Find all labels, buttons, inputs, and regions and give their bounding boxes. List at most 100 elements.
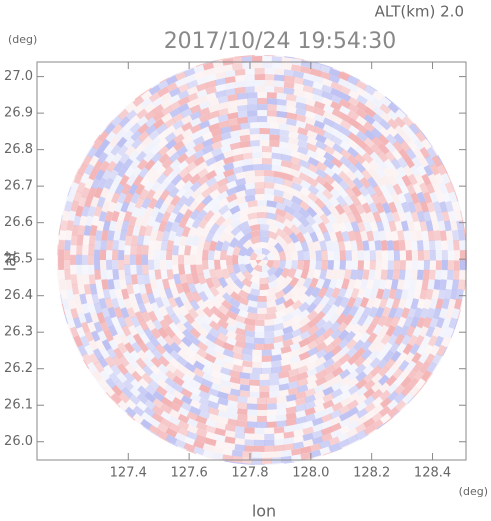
field-cell xyxy=(273,341,285,350)
field-cell xyxy=(226,406,239,414)
field-cell xyxy=(145,319,156,331)
field-cell xyxy=(266,92,278,99)
field-cell xyxy=(290,149,302,159)
field-cell xyxy=(160,98,173,110)
field-cell xyxy=(259,139,270,147)
field-cell xyxy=(229,211,241,222)
field-cell xyxy=(230,283,242,295)
field-cell xyxy=(401,334,412,346)
field-cell xyxy=(415,130,427,143)
field-cell xyxy=(75,205,84,217)
field-cell xyxy=(457,279,465,291)
field-cell xyxy=(426,307,436,320)
field-cell xyxy=(295,277,306,289)
field-cell xyxy=(65,229,73,241)
field-cell xyxy=(133,103,145,115)
field-cell xyxy=(275,201,287,211)
field-cell xyxy=(337,71,350,82)
field-cell xyxy=(210,376,223,386)
field-cell xyxy=(340,148,352,160)
field-cell xyxy=(391,359,403,372)
field-cell xyxy=(150,151,163,164)
field-cell xyxy=(288,130,300,140)
field-cell xyxy=(424,155,436,168)
field-cell xyxy=(436,344,447,357)
field-cell xyxy=(67,186,72,197)
field-cell xyxy=(227,99,239,108)
field-cell xyxy=(378,134,390,146)
field-cell xyxy=(351,323,362,335)
field-cell xyxy=(406,183,416,196)
field-cell xyxy=(337,78,350,88)
field-cell xyxy=(227,118,239,127)
field-cell xyxy=(362,240,370,252)
field-cell xyxy=(287,374,299,384)
field-cell xyxy=(115,128,127,140)
field-cell xyxy=(291,209,303,221)
field-cell xyxy=(322,230,332,243)
field-cell xyxy=(298,207,310,219)
field-cell xyxy=(188,342,201,354)
field-cell xyxy=(285,412,297,421)
field-cell xyxy=(299,186,312,197)
field-cell xyxy=(419,288,428,300)
field-cell xyxy=(391,149,403,161)
field-cell xyxy=(290,260,298,271)
field-cell xyxy=(307,324,320,336)
field-cell xyxy=(186,411,199,421)
field-cell xyxy=(297,133,309,143)
field-cell xyxy=(136,244,143,256)
field-cell xyxy=(268,224,279,234)
field-cell xyxy=(336,195,348,208)
field-cell xyxy=(134,183,146,196)
field-cell xyxy=(92,347,103,360)
field-cell xyxy=(421,173,432,186)
field-cell xyxy=(181,114,193,125)
field-cell xyxy=(64,195,69,206)
field-cell xyxy=(313,205,325,218)
field-cell xyxy=(346,434,359,445)
field-cell xyxy=(372,184,383,197)
field-cell xyxy=(165,202,176,215)
field-cell xyxy=(370,193,381,206)
field-cell xyxy=(355,86,368,98)
field-cell xyxy=(337,269,346,281)
field-cell xyxy=(307,317,319,329)
field-cell xyxy=(150,431,160,438)
field-cell xyxy=(130,370,143,383)
field-cell xyxy=(257,104,268,111)
field-cell xyxy=(143,180,155,192)
field-cell xyxy=(163,334,175,347)
field-cell xyxy=(257,260,262,267)
field-cell xyxy=(148,371,161,383)
field-cell xyxy=(150,301,160,314)
field-cell xyxy=(254,182,265,189)
field-cell xyxy=(388,220,397,233)
field-cell xyxy=(97,377,109,390)
field-cell xyxy=(195,434,208,444)
field-cell xyxy=(152,96,164,108)
field-cell xyxy=(130,378,142,390)
field-cell xyxy=(283,305,295,316)
field-cell xyxy=(347,278,356,291)
field-cell xyxy=(104,385,116,397)
field-cell xyxy=(285,393,297,402)
field-cell xyxy=(148,129,161,141)
field-cell xyxy=(413,369,425,382)
field-cell xyxy=(337,439,350,449)
field-cell xyxy=(118,269,126,280)
field-cell xyxy=(266,200,278,208)
field-cell xyxy=(396,316,407,329)
field-cell xyxy=(302,85,315,94)
field-cell xyxy=(164,181,176,193)
field-cell xyxy=(405,260,412,271)
field-cell xyxy=(196,244,204,256)
field-cell xyxy=(304,223,315,235)
field-cell xyxy=(123,210,133,222)
field-cell xyxy=(224,88,236,96)
field-cell xyxy=(283,205,296,215)
field-cell xyxy=(330,101,343,111)
field-cell xyxy=(366,278,375,290)
field-cell xyxy=(167,211,178,224)
field-cell xyxy=(278,129,290,137)
